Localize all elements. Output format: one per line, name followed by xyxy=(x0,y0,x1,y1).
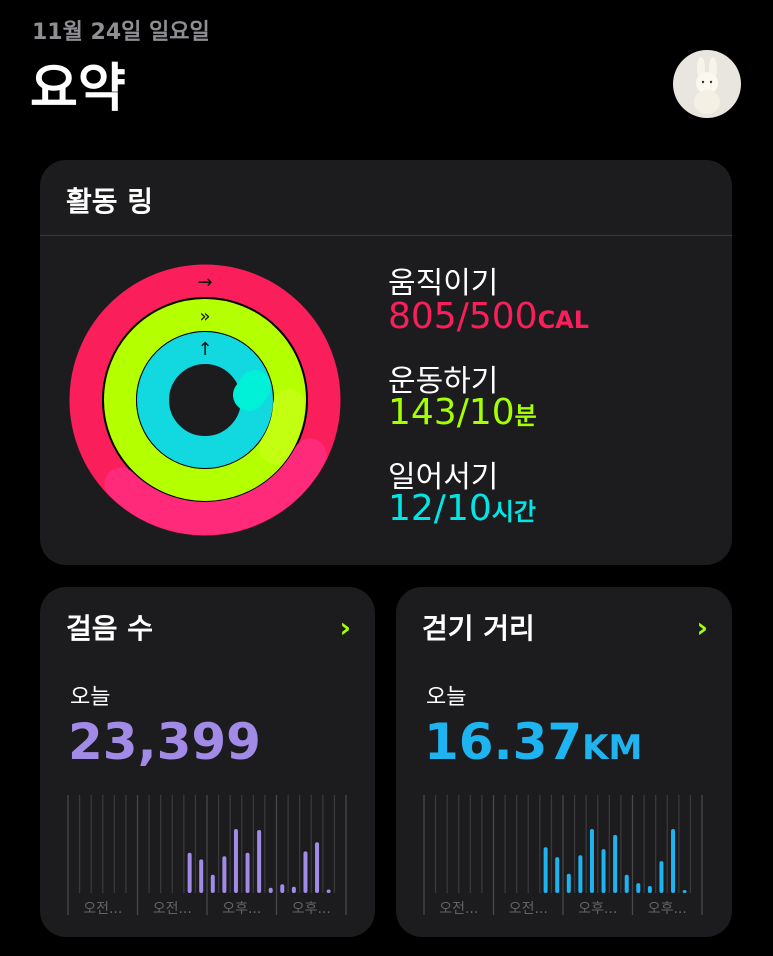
bar xyxy=(682,890,687,893)
avatar[interactable] xyxy=(673,50,741,118)
x-tick-label: 오전... xyxy=(153,901,192,917)
bar xyxy=(647,886,652,893)
chevron-right-icon[interactable]: › xyxy=(696,611,708,644)
steps-title: 걸음 수 xyxy=(66,612,154,645)
bar xyxy=(291,886,296,893)
steps-period: 오늘 xyxy=(70,685,111,710)
stand-arrow-icon: ↑ xyxy=(197,339,212,360)
bar xyxy=(268,887,273,893)
bar xyxy=(303,851,308,893)
x-tick-label: 오전... xyxy=(439,901,478,917)
bar xyxy=(233,829,238,893)
activity-card-title: 활동 링 xyxy=(66,185,154,218)
bar xyxy=(671,829,676,893)
activity-rings-card[interactable]: 활동 링 → » ↑ 움직이기 805/500CAL 운동하기 143/10분 … xyxy=(40,160,732,565)
exercise-arrow-icon: » xyxy=(199,306,210,327)
bar xyxy=(199,859,204,893)
bar xyxy=(555,857,560,893)
move-ring-end xyxy=(104,438,327,535)
stand-label: 일어서기 xyxy=(388,460,499,495)
activity-rings: → » ↑ xyxy=(69,264,341,536)
move-arrow-icon: → xyxy=(197,272,212,293)
bar xyxy=(210,874,215,893)
steps-chart: 오전... 오전... 오후... 오후... xyxy=(67,795,347,917)
bar xyxy=(566,873,571,893)
bar xyxy=(280,884,285,893)
x-tick-label: 오후... xyxy=(648,901,687,917)
bar xyxy=(624,874,629,893)
bar xyxy=(315,842,320,893)
bar xyxy=(326,889,331,893)
bar xyxy=(187,852,192,893)
distance-title: 걷기 거리 xyxy=(422,612,535,645)
bar xyxy=(257,830,262,893)
bar xyxy=(659,861,664,893)
exercise-label: 운동하기 xyxy=(388,364,499,399)
bar xyxy=(636,883,641,893)
bar xyxy=(589,829,594,893)
steps-card[interactable]: 걸음 수 › 오늘 23,399 오전... 오전... 오후... 오후... xyxy=(40,587,375,937)
distance-period: 오늘 xyxy=(426,685,467,710)
stand-value: 12/10시간 xyxy=(388,488,536,529)
exercise-ring-end xyxy=(259,389,305,464)
date-label: 11월 24일 일요일 xyxy=(32,20,210,45)
x-tick-label: 오후... xyxy=(578,901,617,917)
distance-chart: 오전... 오전... 오후... 오후... xyxy=(423,795,703,917)
stand-ring-end xyxy=(233,370,271,411)
move-label: 움직이기 xyxy=(388,266,499,301)
bar xyxy=(245,852,250,893)
bar xyxy=(543,847,548,893)
x-tick-label: 오전... xyxy=(83,901,122,917)
distance-card[interactable]: 걷기 거리 › 오늘 16.37KM 오전... 오전... 오후... 오후... xyxy=(396,587,732,937)
bar xyxy=(601,849,606,893)
bar xyxy=(222,856,227,893)
chevron-right-icon[interactable]: › xyxy=(339,611,351,644)
x-tick-label: 오후... xyxy=(222,901,261,917)
page-title: 요약 xyxy=(30,59,126,119)
bar xyxy=(578,855,583,893)
divider xyxy=(40,235,732,236)
bunny-avatar-icon xyxy=(694,57,720,114)
exercise-value: 143/10분 xyxy=(388,392,537,433)
bar xyxy=(613,834,618,893)
x-tick-label: 오후... xyxy=(292,901,331,917)
move-value: 805/500CAL xyxy=(388,296,590,337)
x-tick-label: 오전... xyxy=(509,901,548,917)
steps-value: 23,399 xyxy=(68,713,261,771)
distance-value: 16.37KM xyxy=(424,713,643,771)
